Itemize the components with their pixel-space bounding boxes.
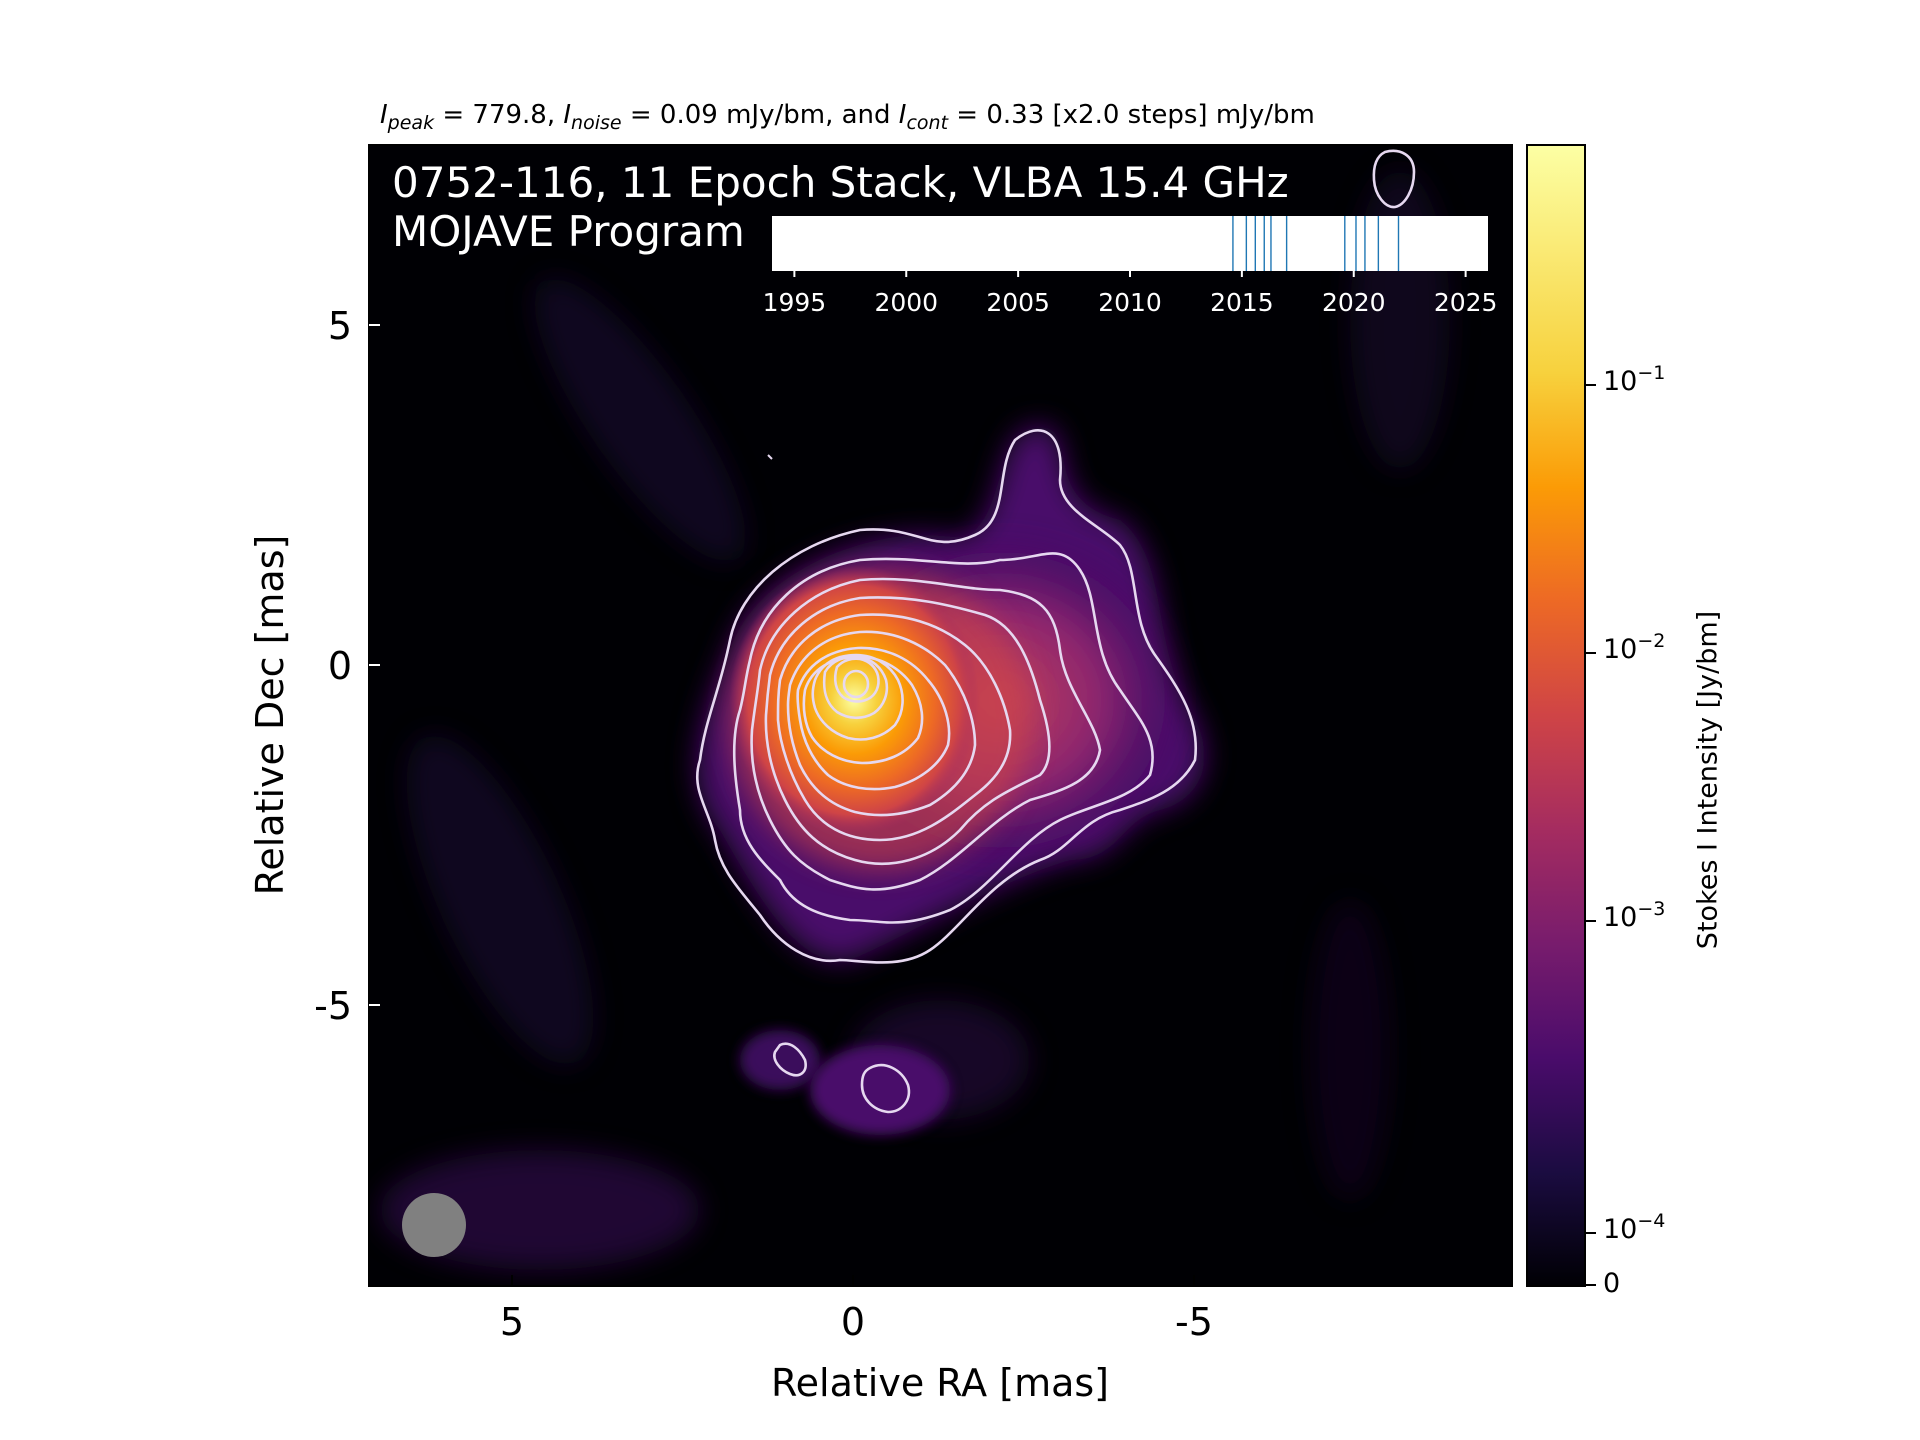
x-tick-label: 5 [500, 1300, 524, 1344]
blob-emission-2 [810, 1045, 950, 1135]
overlay-program-name: MOJAVE Program [392, 207, 745, 256]
colorbar-tick-label: 10−3 [1603, 898, 1666, 933]
timeline-tick-label: 2005 [986, 288, 1050, 317]
timeline-box [772, 216, 1488, 271]
colorbar-ticks [1585, 384, 1596, 1286]
epoch-timeline: 1995 2000 2005 2010 2015 2020 2025 [763, 216, 1498, 317]
colorbar [1526, 144, 1586, 1287]
timeline-tick-label: 2015 [1210, 288, 1274, 317]
map-frame [368, 144, 1513, 1287]
colorbar-label: Stokes I Intensity [Jy/bm] [1692, 610, 1724, 950]
axis-ticks [369, 324, 1195, 1286]
blob-emission-1 [740, 1030, 820, 1090]
y-tick-label: -5 [314, 984, 352, 1028]
small-contour-fragment [767, 454, 773, 460]
y-axis-label: Relative Dec [mas] [248, 535, 292, 896]
colorbar-tick-label: 10−1 [1603, 362, 1666, 397]
axis-labels: 5 0 -5 5 0 -5 Relative RA [mas] Relative… [248, 304, 1213, 1405]
x-axis-label: Relative RA [mas] [771, 1361, 1109, 1405]
x-tick-label: -5 [1175, 1300, 1213, 1344]
map-panel: 1995 2000 2005 2010 2015 2020 2025 [369, 145, 1512, 1286]
timeline-tick-label: 2020 [1322, 288, 1386, 317]
y-tick-label: 5 [328, 304, 352, 348]
beam-ellipse [402, 1193, 466, 1257]
contour-lines [695, 149, 1416, 1114]
x-tick-label: 0 [841, 1300, 865, 1344]
timeline-tick-label: 1995 [763, 288, 827, 317]
timeline-epoch-lines [1232, 216, 1400, 271]
overlay-source-title: 0752-116, 11 Epoch Stack, VLBA 15.4 GHz [392, 158, 1289, 207]
y-tick-label: 0 [328, 644, 352, 688]
timeline-tick-label: 2025 [1434, 288, 1498, 317]
colorbar-tick-label: 10−4 [1603, 1210, 1666, 1245]
timeline-ticks: 1995 2000 2005 2010 2015 2020 2025 [763, 271, 1498, 317]
timeline-tick-label: 2010 [1098, 288, 1162, 317]
colorbar-tick-label: 10−2 [1603, 630, 1666, 665]
timeline-tick-label: 2000 [874, 288, 938, 317]
colorbar-tick-label: 0 [1603, 1268, 1621, 1299]
plot-title: Ipeak = 779.8, Inoise = 0.09 mJy/bm, and… [380, 100, 1315, 135]
